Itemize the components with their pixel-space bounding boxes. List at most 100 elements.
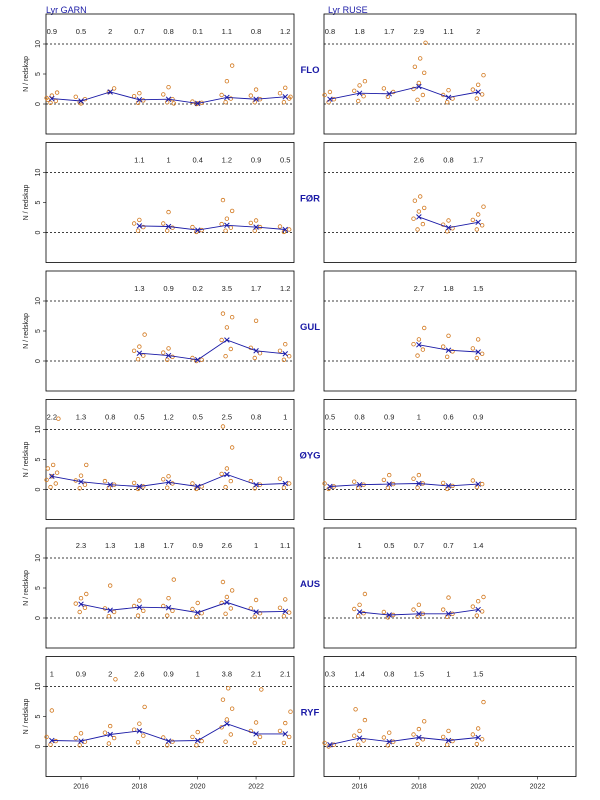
mean-marker-2016 [356,735,363,741]
mean-marker-2015 [49,737,55,744]
mean-label-2019: 0.9 [163,670,173,679]
data-point [322,92,327,98]
mean-label-2018: 2.6 [134,670,144,679]
mean-marker-2019 [445,483,452,489]
data-point [281,485,287,490]
panel-GUL-ruse: 2.7 1.8 1.5 [323,270,577,392]
data-point [141,733,146,738]
data-point [356,742,361,747]
data-point [82,482,88,487]
data-point [106,741,112,746]
data-point [165,357,170,362]
mean-marker-2018 [136,223,143,229]
data-point [224,466,230,471]
mean-marker-2019 [165,352,172,359]
data-point [481,594,486,600]
data-point [357,83,362,88]
data-point [56,416,61,421]
data-point [161,477,166,482]
mean-marker-2021 [224,471,230,478]
data-point [446,595,451,600]
x-tick-label: 2018 [132,784,148,791]
y-tick-label: 5 [35,72,42,76]
data-point [190,606,195,612]
data-point [194,486,199,492]
panel-frame [323,13,577,135]
x-tick-label: 2016 [352,784,368,791]
y-tick-label: 5 [35,586,42,590]
mean-label-2022: 0.8 [251,27,261,36]
data-point [257,611,263,616]
data-point [102,730,108,735]
data-point [48,100,53,105]
mean-marker-2016 [78,478,84,485]
mean-marker-2021 [224,720,230,727]
data-point [326,744,331,749]
y-tick-label: 0 [35,230,42,234]
mean-marker-2018 [416,83,422,90]
data-point [166,596,171,601]
data-point [161,92,166,97]
data-point [252,740,257,746]
data-point [470,732,476,737]
data-point [415,353,420,358]
site-label-AUS: AUS [300,579,320,590]
data-point [228,225,234,230]
data-point [106,614,112,619]
panel-FØR-ruse: 2.6 0.8 1.7 [323,142,577,263]
mean-label-2020: 0.9 [192,541,202,550]
data-point [137,598,142,603]
data-point [479,351,485,356]
mean-label-2018: 0.7 [134,27,144,36]
data-point [223,354,228,359]
mean-marker-2015 [327,741,333,748]
mean-label-2019: 1.8 [443,284,453,293]
data-point [352,733,357,738]
data-point [219,600,224,606]
data-point [450,349,455,354]
data-point [444,229,450,234]
data-point [253,87,259,92]
panel-FLO-garn: 0 5 10 N / redskap 0.9 0.5 2 0.7 0.8 0.1 1.1 0.8 1.2 [23,13,295,135]
mean-label-2021: 2.6 [222,541,232,550]
panel-frame [323,656,577,777]
mean-marker-2020 [475,89,481,95]
data-point [77,743,82,748]
data-point [257,351,263,356]
data-point [381,735,387,740]
data-point [54,470,60,475]
mean-marker-2019 [445,347,452,353]
mean-line [329,483,479,487]
panel-GUL-garn: 0 5 10 N / redskap 1.3 0.9 0.2 3.5 1.7 1.2 [23,270,295,392]
mean-marker-2021 [224,222,230,229]
mean-marker-2023 [282,94,289,100]
data-point [190,734,195,740]
data-point [44,734,49,740]
mean-label-2020: 1.7 [473,156,483,165]
mean-label-2019: 0.8 [163,27,173,36]
data-point [137,721,142,726]
y-axis-label: N / redskap [23,441,30,477]
mean-label-2018: 1 [417,413,421,422]
mean-marker-2019 [445,737,452,744]
mean-marker-2022 [253,731,259,737]
y-tick-label: 0 [35,616,42,620]
mean-label-2020: 1.5 [473,284,483,293]
mean-marker-2023 [282,608,289,615]
y-tick-label: 10 [35,297,42,305]
data-point [357,602,362,607]
data-point [253,218,259,223]
data-point [470,217,476,223]
data-point [475,726,481,731]
data-point [475,599,481,604]
mean-label-2021: 1.1 [222,27,232,36]
data-point [416,602,422,607]
data-point [283,720,288,726]
data-point [142,704,147,710]
data-point [248,93,254,98]
mean-marker-2017 [386,91,392,97]
x-tick-label: 2022 [248,784,264,791]
data-point [481,204,486,209]
y-tick-label: 10 [35,40,42,48]
data-point [229,588,235,593]
